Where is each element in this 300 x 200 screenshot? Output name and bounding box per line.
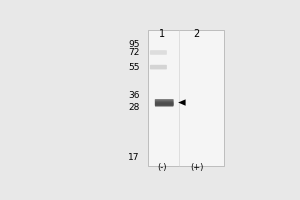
Polygon shape [178,99,186,106]
FancyBboxPatch shape [155,99,174,106]
Text: (+): (+) [190,163,203,172]
Text: 95: 95 [128,40,140,49]
Text: (-): (-) [157,163,167,172]
Text: 28: 28 [128,103,140,112]
FancyBboxPatch shape [155,103,173,107]
FancyBboxPatch shape [155,102,173,106]
Text: 2: 2 [194,29,200,39]
Text: 17: 17 [128,153,140,162]
Text: 55: 55 [128,63,140,72]
FancyBboxPatch shape [150,65,167,69]
Text: 36: 36 [128,91,140,100]
FancyBboxPatch shape [155,101,173,105]
Text: 72: 72 [128,48,140,57]
Text: 1: 1 [159,29,165,39]
FancyBboxPatch shape [150,50,167,55]
Bar [148,30,224,166]
